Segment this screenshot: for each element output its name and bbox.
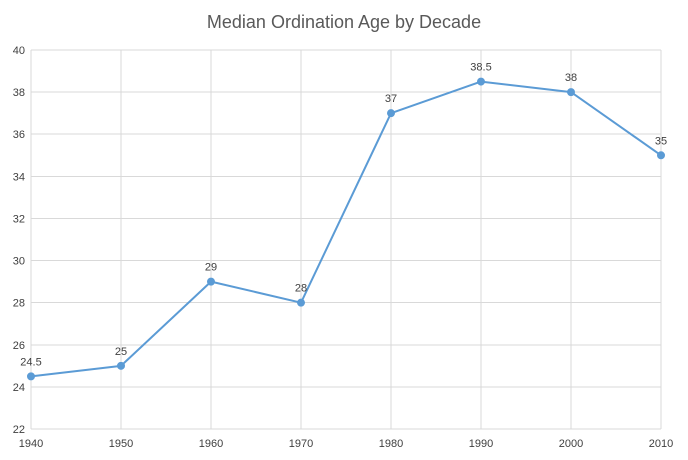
data-label: 38 [565,72,577,84]
data-point [117,361,125,370]
y-axis-tick-labels: 22 24 26 28 30 32 34 36 38 40 [13,45,25,436]
y-tick-label: 38 [13,87,25,99]
data-point [477,77,485,86]
data-point [567,88,575,97]
data-point [387,109,395,118]
data-label: 35 [655,135,667,147]
y-tick-label: 34 [13,171,25,183]
x-axis-tick-labels: 1940 1950 1960 1970 1980 1990 2000 2010 [19,438,673,450]
x-tick-label: 1990 [469,438,493,450]
data-label: 28 [295,283,307,295]
data-label: 25 [115,346,127,358]
y-tick-label: 30 [13,256,25,268]
x-tick-label: 1980 [379,438,403,450]
data-labels: 24.5 25 29 28 37 38.5 38 35 [20,62,667,369]
data-point [657,151,665,160]
y-tick-label: 26 [13,340,25,352]
data-label: 38.5 [470,62,491,74]
data-point [207,277,215,286]
x-tick-label: 2000 [559,438,583,450]
x-tick-label: 1960 [199,438,223,450]
x-tick-label: 2010 [649,438,673,450]
y-tick-label: 32 [13,213,25,225]
data-point [297,298,305,307]
x-tick-label: 1940 [19,438,43,450]
data-label: 37 [385,93,397,105]
y-tick-label: 36 [13,129,25,141]
chart-title: Median Ordination Age by Decade [207,12,481,32]
y-tick-label: 40 [13,45,25,57]
data-point [27,372,35,381]
x-tick-label: 1970 [289,438,313,450]
data-label: 29 [205,262,217,274]
y-tick-label: 24 [13,382,25,394]
y-tick-label: 22 [13,424,25,436]
data-label: 24.5 [20,356,41,368]
x-tick-label: 1950 [109,438,133,450]
series-group [27,77,665,381]
gridlines [30,49,662,430]
y-tick-label: 28 [13,298,25,310]
series-line [30,80,662,378]
